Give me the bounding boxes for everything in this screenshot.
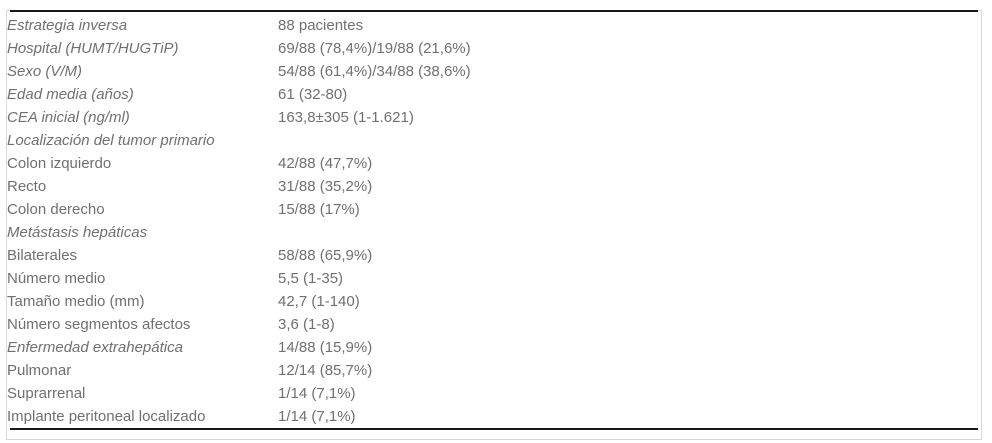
row-value: 3,6 (1-8) [278,316,335,333]
row-value: 31/88 (35,2%) [278,178,373,195]
patient-characteristics-table: Estrategia inversa 88 pacientes Hospital… [7,14,981,428]
row-value [278,221,981,244]
row-value: 1/14 (7,1%) [278,385,356,402]
row-label: Enfermedad extrahepática [7,339,183,356]
row-label: Implante peritoneal localizado [7,408,206,425]
table-row: Recto 31/88 (35,2%) [7,175,981,198]
row-label: Suprarrenal [7,385,86,402]
row-value: 12/14 (85,7%) [278,362,373,379]
row-value: 42/88 (47,7%) [278,155,373,172]
row-label: Bilaterales [7,247,78,264]
table-row: Implante peritoneal localizado 1/14 (7,1… [7,405,981,428]
row-label: CEA inicial (ng/ml) [7,109,130,126]
row-label: Colon izquierdo [7,155,112,172]
row-value: 15/88 (17%) [278,201,360,218]
row-value: 58/88 (65,9%) [278,247,373,264]
row-value: 5,5 (1-35) [278,270,344,287]
table-row: CEA inicial (ng/ml) 163,8±305 (1-1.621) [7,106,981,129]
table-row: Edad media (años) 61 (32-80) [7,83,981,106]
row-label: Hospital (HUMT/HUGTiP) [7,40,179,57]
row-label: Metástasis hepáticas [7,224,148,241]
table-row: Hospital (HUMT/HUGTiP) 69/88 (78,4%)/19/… [7,37,981,60]
row-label: Número medio [7,270,106,287]
table-row: Pulmonar 12/14 (85,7%) [7,359,981,382]
table-row: Tamaño medio (mm) 42,7 (1-140) [7,290,981,313]
table-row: Suprarrenal 1/14 (7,1%) [7,382,981,405]
table-row: Colon izquierdo 42/88 (47,7%) [7,152,981,175]
row-label: Número segmentos afectos [7,316,191,333]
table-bottom-rule [10,428,978,430]
row-value: 54/88 (61,4%)/34/88 (38,6%) [278,63,471,80]
table-row: Enfermedad extrahepática 14/88 (15,9%) [7,336,981,359]
patient-characteristics-table-frame: Estrategia inversa 88 pacientes Hospital… [6,10,982,440]
row-value [278,129,981,152]
row-value: 88 pacientes [278,17,364,34]
row-value: 14/88 (15,9%) [278,339,373,356]
table-top-rule [10,10,978,12]
table-row: Bilaterales 58/88 (65,9%) [7,244,981,267]
table-row: Número medio 5,5 (1-35) [7,267,981,290]
table-bottom-padding [7,430,981,440]
row-label: Sexo (V/M) [7,63,83,80]
table-row: Sexo (V/M) 54/88 (61,4%)/34/88 (38,6%) [7,60,981,83]
table-row: Metástasis hepáticas [7,221,981,244]
row-label: Recto [7,178,47,195]
table-row: Colon derecho 15/88 (17%) [7,198,981,221]
row-label: Pulmonar [7,362,72,379]
table-row: Número segmentos afectos 3,6 (1-8) [7,313,981,336]
table-row: Estrategia inversa 88 pacientes [7,14,981,37]
row-label: Estrategia inversa [7,17,128,34]
row-value: 42,7 (1-140) [278,293,360,310]
row-label: Tamaño medio (mm) [7,293,145,310]
row-value: 61 (32-80) [278,86,348,103]
row-label: Localización del tumor primario [7,132,215,149]
row-value: 69/88 (78,4%)/19/88 (21,6%) [278,40,471,57]
table-row: Localización del tumor primario [7,129,981,152]
table-body: Estrategia inversa 88 pacientes Hospital… [7,14,981,428]
row-label: Edad media (años) [7,86,134,103]
row-value: 163,8±305 (1-1.621) [278,109,414,126]
row-label: Colon derecho [7,201,105,218]
row-value: 1/14 (7,1%) [278,408,356,425]
